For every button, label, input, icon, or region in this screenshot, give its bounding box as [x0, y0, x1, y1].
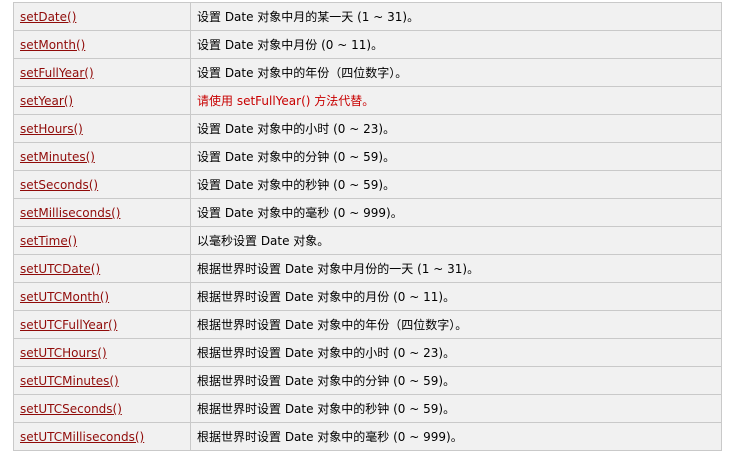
- method-cell: setMilliseconds(): [13, 198, 191, 227]
- method-cell: setUTCMinutes(): [13, 366, 191, 395]
- description-cell: 以毫秒设置 Date 对象。: [190, 226, 722, 255]
- table-row: setSeconds() 设置 Date 对象中的秒钟 (0 ~ 59)。: [13, 170, 722, 199]
- method-cell: setMinutes(): [13, 142, 191, 171]
- method-link[interactable]: setUTCDate(): [20, 261, 101, 276]
- method-link[interactable]: setUTCMilliseconds(): [20, 429, 145, 444]
- method-link[interactable]: setYear(): [20, 93, 74, 108]
- table-row: setHours() 设置 Date 对象中的小时 (0 ~ 23)。: [13, 114, 722, 143]
- method-cell: setDate(): [13, 2, 191, 31]
- method-cell: setUTCMonth(): [13, 282, 191, 311]
- table-row: setMilliseconds() 设置 Date 对象中的毫秒 (0 ~ 99…: [13, 198, 722, 227]
- method-link[interactable]: setMinutes(): [20, 149, 95, 164]
- description-cell: 根据世界时设置 Date 对象中的毫秒 (0 ~ 999)。: [190, 422, 722, 451]
- table-row: setUTCMilliseconds() 根据世界时设置 Date 对象中的毫秒…: [13, 422, 722, 451]
- method-cell: setUTCSeconds(): [13, 394, 191, 423]
- table-row: setDate() 设置 Date 对象中月的某一天 (1 ~ 31)。: [13, 2, 722, 31]
- description-cell: 设置 Date 对象中的年份（四位数字）。: [190, 58, 722, 87]
- method-cell: setUTCMilliseconds(): [13, 422, 191, 451]
- method-cell: setUTCHours(): [13, 338, 191, 367]
- method-link[interactable]: setUTCMonth(): [20, 289, 110, 304]
- table-row: setFullYear() 设置 Date 对象中的年份（四位数字）。: [13, 58, 722, 87]
- method-link[interactable]: setUTCMinutes(): [20, 373, 119, 388]
- table-row: setUTCHours() 根据世界时设置 Date 对象中的小时 (0 ~ 2…: [13, 338, 722, 367]
- date-methods-table: setDate() 设置 Date 对象中月的某一天 (1 ~ 31)。 set…: [13, 2, 722, 451]
- deprecated-description-cell: 请使用 setFullYear() 方法代替。: [190, 86, 722, 115]
- method-link[interactable]: setMilliseconds(): [20, 205, 121, 220]
- table-row: setMinutes() 设置 Date 对象中的分钟 (0 ~ 59)。: [13, 142, 722, 171]
- method-link[interactable]: setDate(): [20, 9, 77, 24]
- table-row: setUTCSeconds() 根据世界时设置 Date 对象中的秒钟 (0 ~…: [13, 394, 722, 423]
- description-cell: 设置 Date 对象中的小时 (0 ~ 23)。: [190, 114, 722, 143]
- method-cell: setMonth(): [13, 30, 191, 59]
- table-row: setMonth() 设置 Date 对象中月份 (0 ~ 11)。: [13, 30, 722, 59]
- description-cell: 根据世界时设置 Date 对象中的年份（四位数字）。: [190, 310, 722, 339]
- method-link[interactable]: setFullYear(): [20, 65, 94, 80]
- table-row: setUTCFullYear() 根据世界时设置 Date 对象中的年份（四位数…: [13, 310, 722, 339]
- method-link[interactable]: setMonth(): [20, 37, 86, 52]
- method-link[interactable]: setSeconds(): [20, 177, 99, 192]
- method-link[interactable]: setUTCFullYear(): [20, 317, 118, 332]
- method-cell: setSeconds(): [13, 170, 191, 199]
- table-body: setDate() 设置 Date 对象中月的某一天 (1 ~ 31)。 set…: [13, 2, 722, 451]
- method-cell: setUTCDate(): [13, 254, 191, 283]
- table-row: setTime() 以毫秒设置 Date 对象。: [13, 226, 722, 255]
- description-cell: 根据世界时设置 Date 对象中的小时 (0 ~ 23)。: [190, 338, 722, 367]
- table-row: setUTCDate() 根据世界时设置 Date 对象中月份的一天 (1 ~ …: [13, 254, 722, 283]
- method-cell: setHours(): [13, 114, 191, 143]
- description-cell: 根据世界时设置 Date 对象中的分钟 (0 ~ 59)。: [190, 366, 722, 395]
- table-row: setUTCMonth() 根据世界时设置 Date 对象中的月份 (0 ~ 1…: [13, 282, 722, 311]
- method-link[interactable]: setUTCSeconds(): [20, 401, 122, 416]
- method-cell: setFullYear(): [13, 58, 191, 87]
- description-cell: 根据世界时设置 Date 对象中月份的一天 (1 ~ 31)。: [190, 254, 722, 283]
- description-cell: 设置 Date 对象中月的某一天 (1 ~ 31)。: [190, 2, 722, 31]
- description-cell: 设置 Date 对象中月份 (0 ~ 11)。: [190, 30, 722, 59]
- reference-table-container: setDate() 设置 Date 对象中月的某一天 (1 ~ 31)。 set…: [13, 2, 722, 451]
- table-row: setYear() 请使用 setFullYear() 方法代替。: [13, 86, 722, 115]
- method-link[interactable]: setUTCHours(): [20, 345, 107, 360]
- table-row: setUTCMinutes() 根据世界时设置 Date 对象中的分钟 (0 ~…: [13, 366, 722, 395]
- description-cell: 设置 Date 对象中的秒钟 (0 ~ 59)。: [190, 170, 722, 199]
- method-cell: setYear(): [13, 86, 191, 115]
- description-cell: 设置 Date 对象中的毫秒 (0 ~ 999)。: [190, 198, 722, 227]
- description-cell: 根据世界时设置 Date 对象中的秒钟 (0 ~ 59)。: [190, 394, 722, 423]
- method-cell: setTime(): [13, 226, 191, 255]
- description-cell: 设置 Date 对象中的分钟 (0 ~ 59)。: [190, 142, 722, 171]
- method-cell: setUTCFullYear(): [13, 310, 191, 339]
- description-cell: 根据世界时设置 Date 对象中的月份 (0 ~ 11)。: [190, 282, 722, 311]
- method-link[interactable]: setTime(): [20, 233, 78, 248]
- method-link[interactable]: setHours(): [20, 121, 83, 136]
